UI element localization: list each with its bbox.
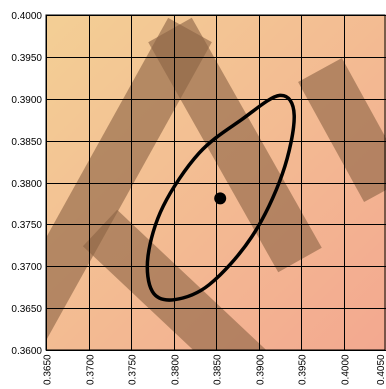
x-tick-label: 0.3950	[298, 354, 309, 385]
y-tick-label: 0.3850	[11, 137, 42, 148]
x-tick-label: 0.4050	[376, 354, 386, 385]
x-tick-label: 0.3900	[256, 354, 267, 385]
confidence-ellipse	[145, 93, 296, 302]
x-tick-label: 0.3700	[86, 354, 97, 385]
y-tick-label: 0.3700	[11, 262, 42, 273]
tick-labels: 0.3650 0.3700 0.3750 0.3800 0.3850 0.3900 0.39…	[11, 11, 386, 385]
y-tick-label: 0.3950	[11, 53, 42, 64]
watermark-stroke-4	[298, 57, 386, 203]
data-point	[214, 192, 227, 205]
watermark-stroke-2	[148, 17, 322, 273]
y-tick-label: 0.3800	[11, 179, 42, 190]
y-tick-label: 0.4000	[11, 11, 42, 22]
x-tick-label: 0.4000	[341, 354, 352, 385]
y-tick-label: 0.3650	[11, 304, 42, 315]
watermark-stroke-3	[82, 209, 267, 350]
y-tick-label: 0.3750	[11, 220, 42, 231]
y-tick-label: 0.3600	[11, 346, 42, 357]
x-tick-label: 0.3650	[43, 354, 54, 385]
y-tick-label: 0.3900	[11, 95, 42, 106]
x-tick-label: 0.3850	[213, 354, 224, 385]
plot-frame	[45, 14, 386, 351]
x-tick-label: 0.3800	[171, 354, 182, 385]
x-tick-label: 0.3750	[128, 354, 139, 385]
